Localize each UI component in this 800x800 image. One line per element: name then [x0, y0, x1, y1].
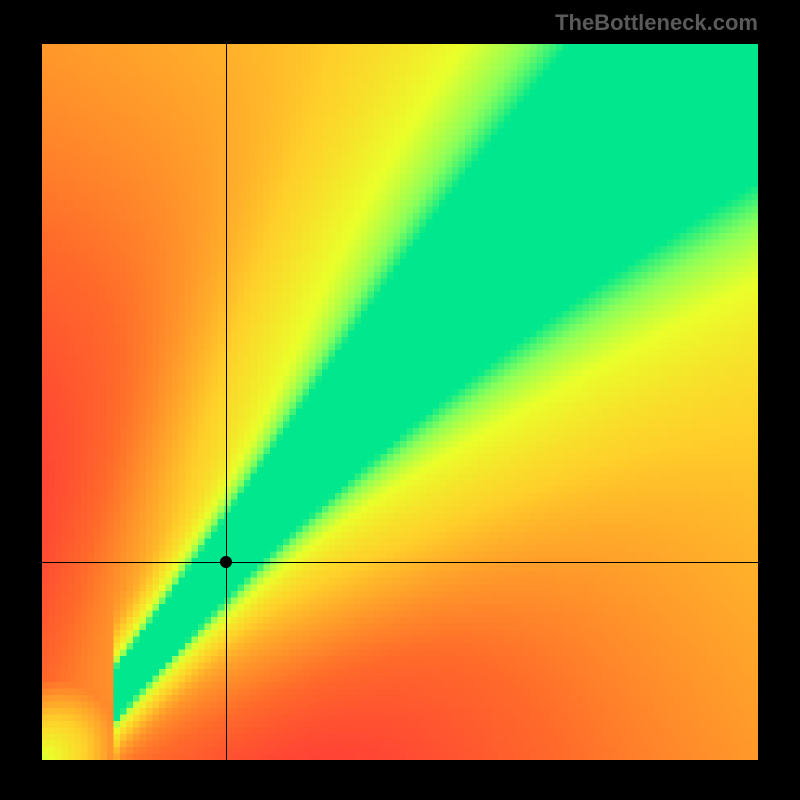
watermark-text: TheBottleneck.com [555, 10, 758, 36]
heatmap-canvas [42, 44, 758, 760]
chart-container: TheBottleneck.com [0, 0, 800, 800]
